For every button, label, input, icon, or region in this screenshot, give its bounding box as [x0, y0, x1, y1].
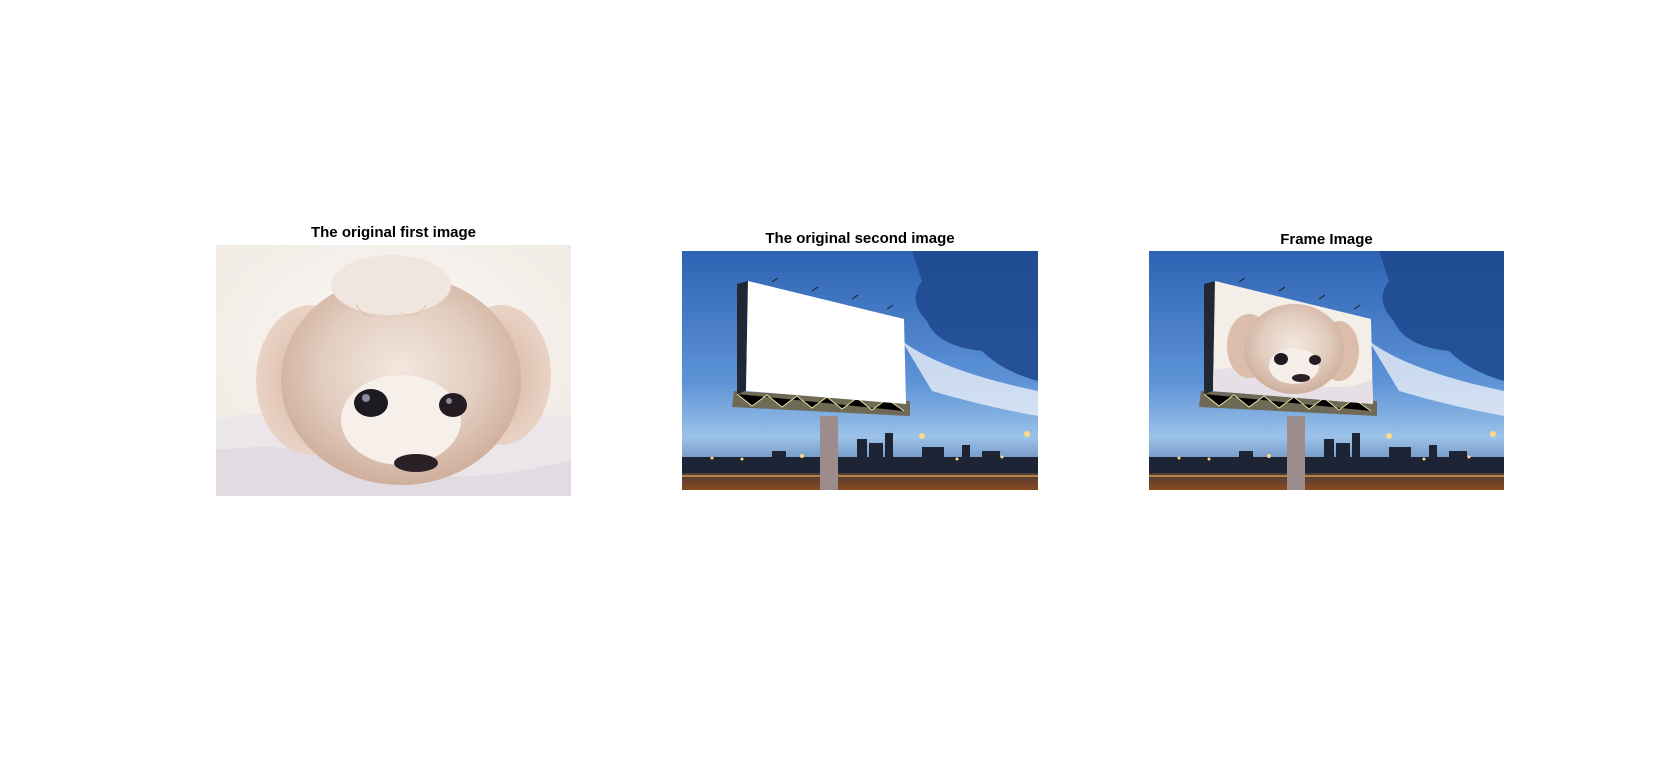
panel-title-second: The original second image — [765, 230, 955, 247]
puppy-photo — [216, 245, 571, 496]
panel-second-image: The original second image — [682, 228, 1038, 490]
panel-title-frame: Frame Image — [1280, 231, 1373, 248]
panel-first-image: The original first image — [216, 222, 571, 496]
billboard-photo — [682, 251, 1038, 490]
panel-title-first: The original first image — [310, 224, 477, 241]
panel-frame-image: Frame Image — [1149, 229, 1504, 490]
composite-photo — [1149, 251, 1504, 490]
